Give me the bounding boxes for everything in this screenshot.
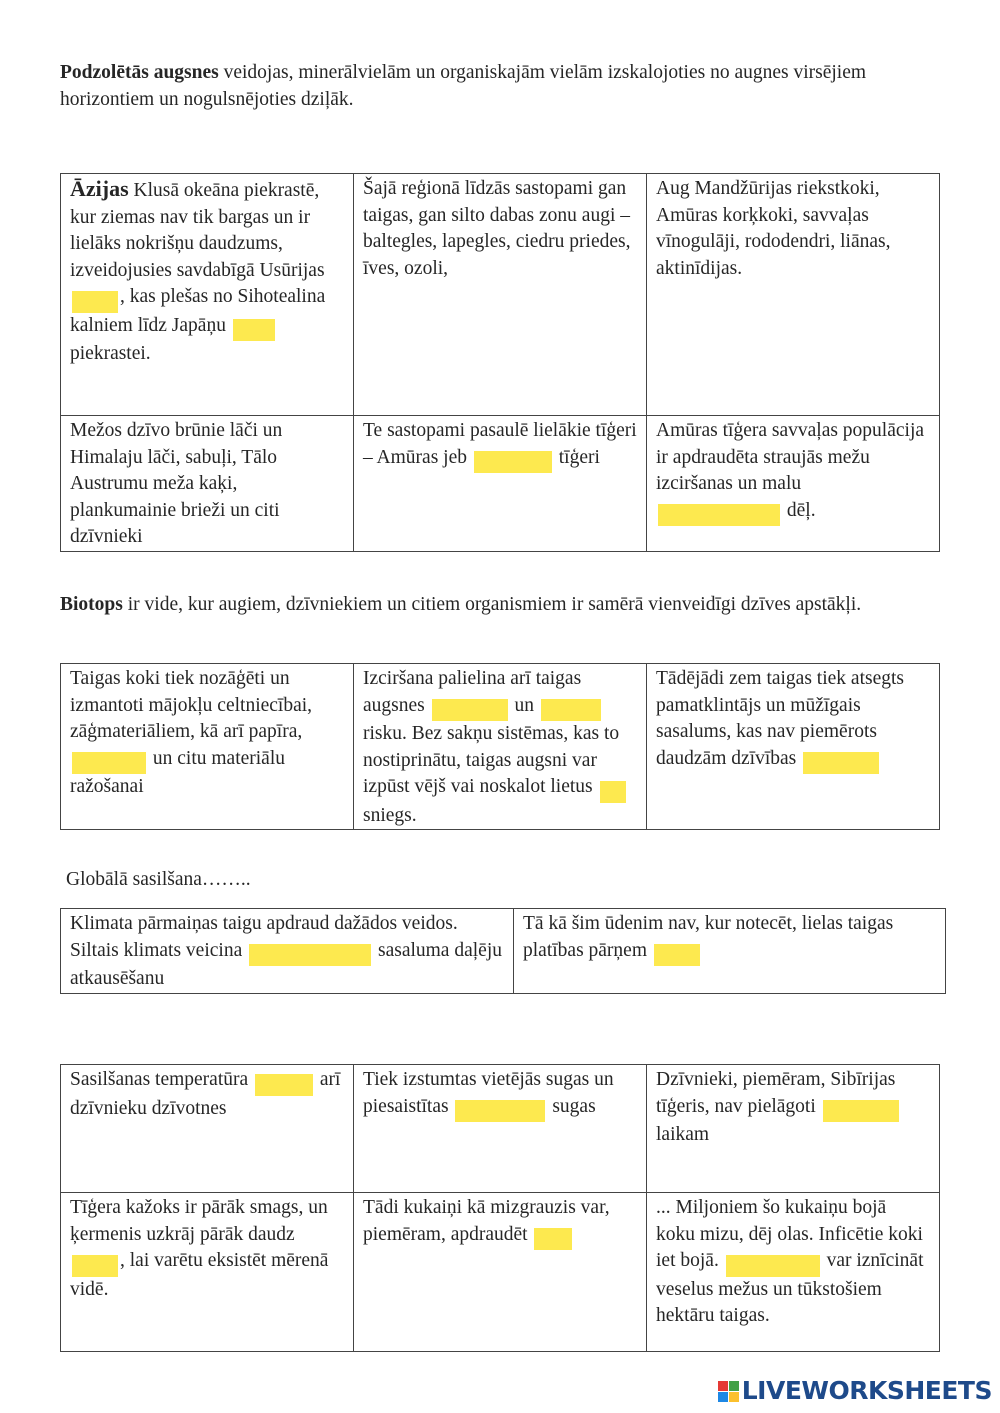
cell-text: arī dzīvnieku dzīvotnes (70, 1069, 341, 1119)
answer-blank[interactable] (255, 1073, 314, 1096)
cell-text: Tādējādi zem taigas tiek atsegts pamatkl… (656, 668, 904, 769)
cell-text: sugas (547, 1095, 596, 1117)
answer-blank[interactable] (232, 319, 275, 341)
cell-text: un (509, 694, 539, 716)
answer-blank[interactable] (803, 752, 880, 774)
cell-text: sasaluma daļēju atkausēšanu (70, 939, 502, 990)
climate-cell-2: Tā kā šim ūdenim nav, kur notecēt, liela… (513, 908, 946, 994)
intro-text: veidojas, minerālvielām un organiskajām … (60, 62, 867, 110)
effects-cell-4: Tīģera kažoks ir pārāk smags, un ķermeni… (60, 1192, 354, 1352)
answer-blank[interactable] (72, 1254, 118, 1277)
answer-blank[interactable] (455, 1100, 546, 1122)
answer-blank[interactable] (822, 1100, 899, 1122)
cell-text: Izciršana palielina arī taigas augsnes (363, 668, 582, 716)
climate-table: Klimata pārmaiņas taigu apdraud dažādos … (60, 908, 946, 994)
logo-text: LIVEWORKSHEETS (741, 1376, 993, 1405)
asia-term: Āzijas (70, 176, 129, 201)
effects-cell-6: ... Miljoniem šo kukaiņu bojā koku mizu,… (646, 1192, 940, 1352)
effects-cell-5: Tādi kukaiņi kā mizgrauzis var, piemēram… (353, 1192, 647, 1352)
cell-text: Dzīvnieki, piemēram, Sibīrijas tīģeris, … (656, 1069, 896, 1117)
biotops-text: ir vide, kur augiem, dzīvniekiem un citi… (122, 594, 862, 615)
warming-effects-table: Sasilšanas temperatūra arī dzīvnieku dzī… (60, 1064, 940, 1352)
biotops-table: Taigas koki tiek nozāģēti un izmantoti m… (60, 663, 940, 830)
biotops-paragraph: Biotops ir vide, kur augiem, dzīvniekiem… (60, 592, 900, 619)
cell-text: Taigas koki tiek nozāģēti un izmantoti m… (70, 668, 313, 742)
intro-term: Podzolētās augsnes (60, 62, 219, 83)
cell-text: piekrastei. (70, 343, 151, 364)
answer-blank[interactable] (249, 944, 372, 966)
answer-blank[interactable] (725, 1254, 820, 1277)
cell-text: laikam (656, 1124, 710, 1145)
cell-text: Te sastopami pasaulē lielākie tīģeri – A… (363, 420, 637, 468)
answer-blank[interactable] (540, 699, 601, 721)
answer-blank[interactable] (431, 699, 508, 721)
cell-text: Amūras tīģera savvaļas populācija ir apd… (656, 420, 925, 494)
answer-blank[interactable] (473, 451, 552, 473)
cell-text: tīģeri (553, 446, 600, 468)
cell-text: , kas plešas no Sihotealina kalniem līdz… (70, 286, 326, 336)
effects-cell-2: Tiek izstumtas vietējās sugas un piesais… (353, 1064, 647, 1193)
cell-text: un citu materiālu ražošanai (70, 747, 285, 798)
asia-cell-3: Aug Mandžūrijas riekstkoki, Amūras korķk… (646, 173, 940, 416)
answer-blank[interactable] (653, 944, 700, 966)
climate-cell-1: Klimata pārmaiņas taigu apdraud dažādos … (60, 908, 514, 994)
liveworksheets-logo: LIVEWORKSHEETS (717, 1376, 993, 1405)
answer-blank[interactable] (72, 752, 146, 774)
asia-cell-2: Šajā reģionā līdzās sastopami gan taigas… (353, 173, 647, 416)
biotops-cell-3: Tādējādi zem taigas tiek atsegts pamatkl… (646, 663, 940, 830)
cell-text: Klusā okeāna piekrastē, kur ziemas nav t… (70, 180, 325, 281)
asia-cell-1: Āzijas Klusā okeāna piekrastē, kur ziema… (60, 173, 354, 416)
biotops-cell-1: Taigas koki tiek nozāģēti un izmantoti m… (60, 663, 354, 830)
cell-text: Tādi kukaiņi kā mizgrauzis var, piemēram… (363, 1197, 610, 1245)
cell-text: dēļ. (782, 499, 816, 521)
cell-text: Tīģera kažoks ir pārāk smags, un ķermeni… (70, 1197, 328, 1245)
biotops-cell-2: Izciršana palielina arī taigas augsnes u… (353, 663, 647, 830)
cell-text: Sasilšanas temperatūra (70, 1069, 254, 1090)
cell-text: var iznīcināt veselus mežus un tūkstošie… (656, 1250, 924, 1326)
global-warming-heading: Globālā sasilšana…….. (66, 869, 251, 890)
intro-paragraph: Podzolētās augsnes veidojas, minerālviel… (60, 60, 900, 113)
asia-table: Āzijas Klusā okeāna piekrastē, kur ziema… (60, 173, 940, 552)
cell-text: , lai varētu eksistēt mērenā vidē. (70, 1250, 329, 1300)
biotops-term: Biotops (60, 594, 123, 615)
asia-cell-6: Amūras tīģera savvaļas populācija ir apd… (646, 415, 940, 552)
cell-text: sniegs. (363, 804, 417, 826)
cell-text: Klimata pārmaiņas taigu apdraud dažādos … (70, 913, 458, 961)
effects-cell-1: Sasilšanas temperatūra arī dzīvnieku dzī… (60, 1064, 354, 1193)
cell-text: ... Miljoniem šo kukaiņu bojā koku mizu,… (656, 1197, 923, 1271)
answer-blank[interactable] (72, 290, 118, 313)
answer-blank[interactable] (658, 504, 780, 526)
cell-text: Tā kā šim ūdenim nav, kur notecēt, liela… (523, 913, 894, 961)
asia-cell-5: Te sastopami pasaulē lielākie tīģeri – A… (353, 415, 647, 552)
answer-blank[interactable] (534, 1228, 573, 1250)
cell-text: Tiek izstumtas vietējās sugas un piesais… (363, 1069, 614, 1117)
answer-blank[interactable] (599, 780, 626, 803)
asia-cell-4: Mežos dzīvo brūnie lāči un Himalaju lāči… (60, 415, 354, 552)
cell-text: risku. Bez sakņu sistēmas, kas to nostip… (363, 723, 620, 797)
logo-icon (717, 1380, 739, 1402)
effects-cell-3: Dzīvnieki, piemēram, Sibīrijas tīģeris, … (646, 1064, 940, 1193)
